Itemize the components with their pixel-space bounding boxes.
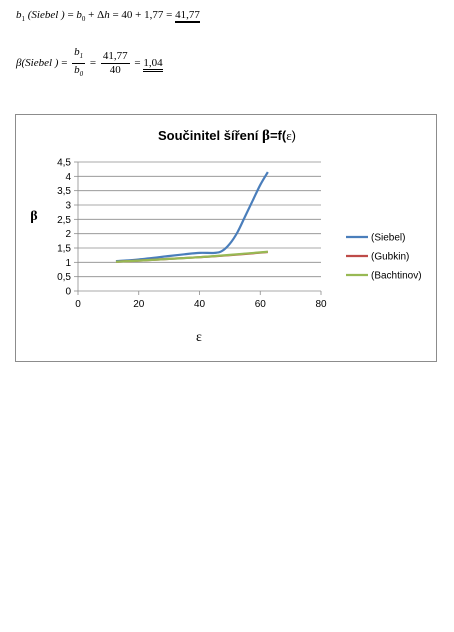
chart-grid	[78, 161, 321, 278]
x-tick-label: 60	[255, 299, 267, 310]
y-tick-label: 2,5	[57, 215, 71, 226]
formula-b1-sub: 1	[21, 15, 26, 24]
x-tick-label: 80	[315, 299, 327, 310]
y-tick-label: 0	[65, 287, 71, 298]
formula-beta-eq2: =	[89, 57, 99, 70]
chart-axes	[77, 162, 321, 292]
formula-fraction-den-val: 40	[109, 64, 121, 77]
formula-b1-eq: =	[67, 9, 77, 21]
y-tick-label: 3,5	[57, 186, 71, 197]
x-tick-label: 0	[75, 299, 81, 310]
x-tick-label: 40	[194, 299, 206, 310]
chart-lines	[115, 171, 269, 263]
formula-b1-symbol: b	[16, 9, 22, 21]
chart-title: Součinitel šíření β=f(ε)	[158, 128, 296, 144]
formula-h: h	[104, 9, 110, 21]
x-axis-label: ε	[196, 330, 202, 345]
y-tick-label: 3	[65, 201, 71, 212]
y-tick-label: 1	[65, 258, 71, 269]
formula-beta-eq3: =	[134, 57, 144, 70]
legend-label: (Gubkin)	[371, 252, 409, 263]
formula-plus-delta: + Δ	[88, 9, 105, 21]
formula-beta: β(Siebel ) = b1 b0 = 41,77 40 = 1,04	[16, 46, 163, 81]
formula-fraction-symbols: b1 b0	[72, 46, 86, 81]
series-line-1	[115, 171, 269, 263]
formula-fraction-den: b0	[74, 64, 84, 79]
formula-fraction-num: b1	[72, 46, 86, 65]
formula-fraction-num-val: 41,77	[100, 50, 130, 65]
legend-label: (Bachtinov)	[371, 271, 422, 282]
formula-b1-rest: = 40 + 1,77 =	[112, 9, 176, 21]
y-tick-label: 4,5	[57, 158, 71, 169]
formula-beta-arg: (Siebel )	[21, 57, 59, 70]
y-tick-label: 1,5	[57, 244, 71, 255]
formula-fraction-values: 41,77 40	[100, 50, 130, 77]
x-tick-label: 20	[133, 299, 145, 310]
series-line-3	[115, 250, 268, 263]
formula-beta-symbol: β	[16, 57, 22, 70]
formula-b1-arg: (Siebel )	[27, 9, 65, 21]
y-tick-label: 0,5	[57, 272, 71, 283]
formula-b0-symbol: b	[76, 9, 82, 21]
y-tick-label: 4	[65, 172, 71, 183]
chart-legend: (Siebel) (Gubkin) (Bachtinov)	[346, 233, 422, 282]
chart-svg: Součinitel šíření β=f(ε) 0 0,5 1 1,5 2 2,5 3 3,…	[30, 128, 422, 345]
legend-label: (Siebel)	[371, 233, 405, 244]
y-axis-label: β	[30, 209, 37, 224]
formula-beta-eq1: =	[61, 57, 71, 70]
y-tick-label: 2	[65, 229, 71, 240]
formula-beta-result: 1,04	[143, 57, 163, 73]
formula-b1-result: 41,77	[175, 9, 200, 23]
chart-container: Součinitel šíření β=f(ε) 0 0,5 1 1,5 2 2,5 3 3,…	[15, 114, 437, 362]
chart-ticks: 0 0,5 1 1,5 2 2,5 3 3,5 4 4,5 0 20 40 60 80	[57, 158, 327, 311]
formula-b0-sub: 0	[81, 15, 86, 24]
formula-b1: b1 (Siebel ) = b0 + Δh = 40 + 1,77 = 41,…	[16, 9, 200, 23]
